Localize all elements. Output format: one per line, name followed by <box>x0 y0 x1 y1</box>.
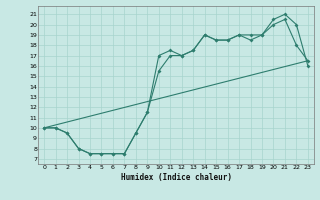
X-axis label: Humidex (Indice chaleur): Humidex (Indice chaleur) <box>121 173 231 182</box>
